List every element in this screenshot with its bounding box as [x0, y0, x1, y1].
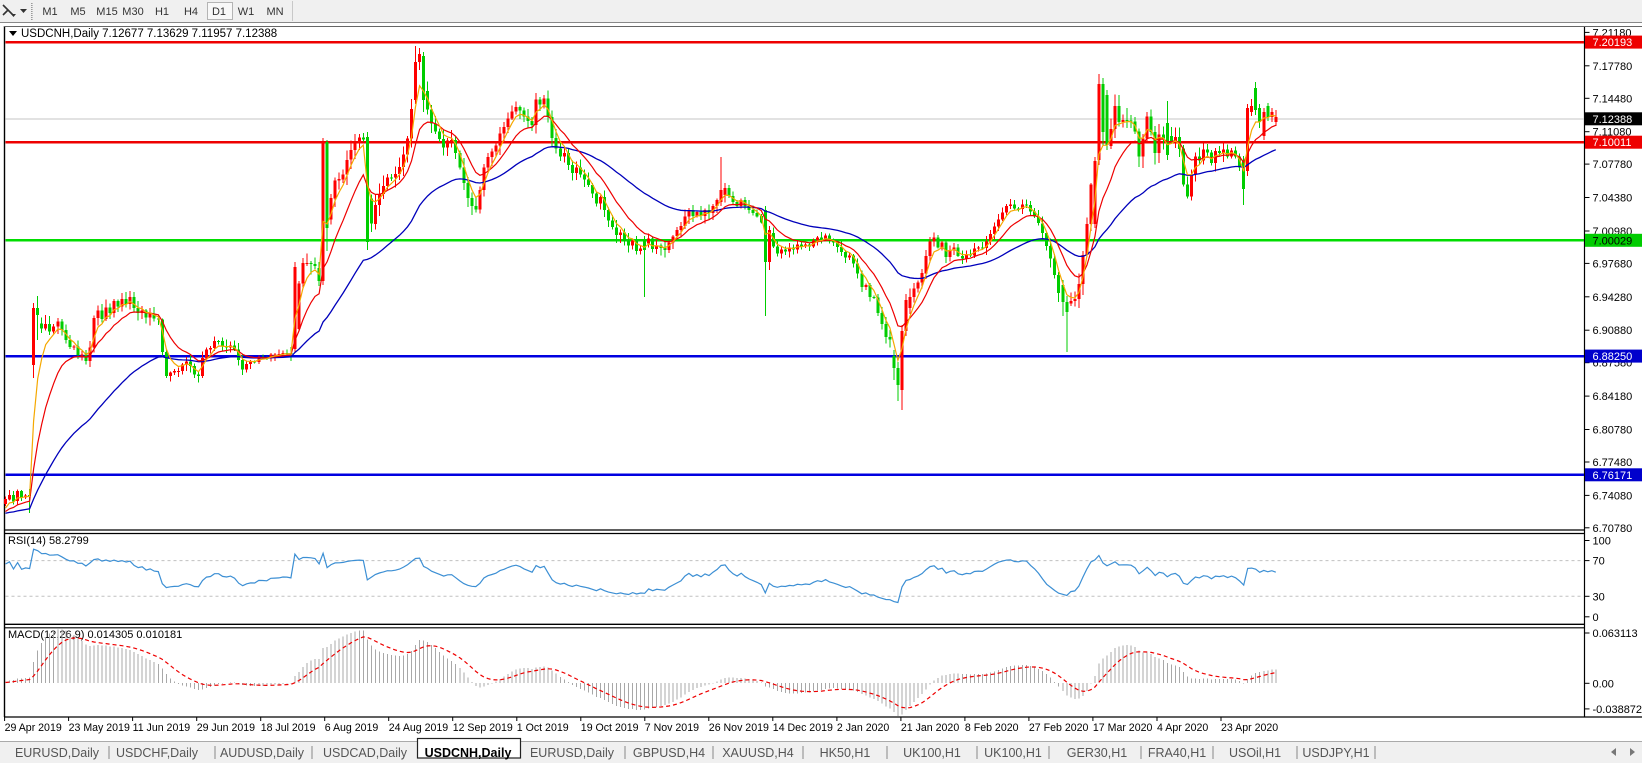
svg-text:7.20193: 7.20193 — [1593, 37, 1633, 49]
svg-text:23 May 2019: 23 May 2019 — [69, 722, 130, 734]
svg-text:USOil,H1: USOil,H1 — [1229, 746, 1281, 760]
svg-text:17 Mar 2020: 17 Mar 2020 — [1093, 722, 1153, 734]
svg-text:29 Jun 2019: 29 Jun 2019 — [197, 722, 255, 734]
svg-text:MACD(12,26,9) 0.014305 0.01018: MACD(12,26,9) 0.014305 0.010181 — [8, 629, 182, 641]
svg-text:UK100,H1: UK100,H1 — [984, 746, 1042, 760]
svg-text:6.84180: 6.84180 — [1593, 391, 1633, 403]
svg-text:6.70780: 6.70780 — [1593, 523, 1633, 535]
svg-text:M15: M15 — [96, 6, 117, 18]
svg-text:7.07780: 7.07780 — [1593, 159, 1633, 171]
svg-text:100: 100 — [1593, 536, 1611, 548]
svg-text:7.17780: 7.17780 — [1593, 61, 1633, 73]
svg-text:USDCAD,Daily: USDCAD,Daily — [323, 746, 408, 760]
svg-text:8 Feb 2020: 8 Feb 2020 — [965, 722, 1019, 734]
svg-text:7.12388: 7.12388 — [1593, 114, 1633, 126]
svg-text:1 Oct 2019: 1 Oct 2019 — [517, 722, 569, 734]
svg-text:M5: M5 — [70, 6, 85, 18]
svg-text:GER30,H1: GER30,H1 — [1067, 746, 1127, 760]
svg-text:H1: H1 — [155, 6, 169, 18]
svg-text:6.74080: 6.74080 — [1593, 490, 1633, 502]
svg-text:6 Aug 2019: 6 Aug 2019 — [325, 722, 379, 734]
svg-text:14 Dec 2019: 14 Dec 2019 — [773, 722, 833, 734]
svg-text:7.04380: 7.04380 — [1593, 193, 1633, 205]
svg-text:6.97680: 6.97680 — [1593, 258, 1633, 270]
svg-text:AUDUSD,Daily: AUDUSD,Daily — [220, 746, 305, 760]
svg-text:M30: M30 — [122, 6, 143, 18]
svg-text:0.00: 0.00 — [1593, 678, 1614, 690]
svg-text:6.94280: 6.94280 — [1593, 292, 1633, 304]
svg-text:30: 30 — [1593, 591, 1605, 603]
svg-text:18 Jul 2019: 18 Jul 2019 — [261, 722, 316, 734]
svg-text:GBPUSD,H4: GBPUSD,H4 — [633, 746, 705, 760]
svg-text:RSI(14) 58.2799: RSI(14) 58.2799 — [8, 535, 89, 547]
svg-text:21 Jan 2020: 21 Jan 2020 — [901, 722, 959, 734]
svg-text:USDJPY,H1: USDJPY,H1 — [1302, 746, 1369, 760]
svg-text:W1: W1 — [238, 6, 255, 18]
svg-text:FRA40,H1: FRA40,H1 — [1148, 746, 1206, 760]
svg-text:26 Nov 2019: 26 Nov 2019 — [709, 722, 769, 734]
svg-text:23 Apr 2020: 23 Apr 2020 — [1221, 722, 1278, 734]
svg-text:H4: H4 — [184, 6, 198, 18]
svg-text:29 Apr 2019: 29 Apr 2019 — [5, 722, 62, 734]
svg-text:7.10011: 7.10011 — [1593, 137, 1632, 149]
svg-text:EURUSD,Daily: EURUSD,Daily — [530, 746, 615, 760]
svg-text:7.14480: 7.14480 — [1593, 93, 1633, 105]
svg-text:7.00029: 7.00029 — [1593, 235, 1633, 247]
svg-text:USDCHF,Daily: USDCHF,Daily — [116, 746, 199, 760]
svg-text:6.80780: 6.80780 — [1593, 425, 1633, 437]
svg-text:6.90880: 6.90880 — [1593, 325, 1633, 337]
svg-text:-0.038872: -0.038872 — [1593, 704, 1642, 716]
svg-text:4 Apr 2020: 4 Apr 2020 — [1157, 722, 1208, 734]
svg-text:D1: D1 — [212, 6, 226, 18]
svg-text:70: 70 — [1593, 556, 1605, 568]
svg-text:XAUUSD,H4: XAUUSD,H4 — [722, 746, 794, 760]
svg-text:EURUSD,Daily: EURUSD,Daily — [15, 746, 100, 760]
svg-text:USDCNH,Daily 7.12677 7.13629: USDCNH,Daily 7.12677 7.13629 7.11957 7.1… — [21, 28, 277, 40]
svg-text:MN: MN — [266, 6, 283, 18]
svg-text:12 Sep 2019: 12 Sep 2019 — [453, 722, 513, 734]
svg-text:2 Jan 2020: 2 Jan 2020 — [837, 722, 890, 734]
svg-text:UK100,H1: UK100,H1 — [903, 746, 961, 760]
svg-text:0: 0 — [1593, 612, 1599, 624]
svg-text:6.88250: 6.88250 — [1593, 351, 1633, 363]
svg-text:11 Jun 2019: 11 Jun 2019 — [133, 722, 191, 734]
svg-text:6.77480: 6.77480 — [1593, 457, 1633, 469]
svg-text:USDCNH,Daily: USDCNH,Daily — [425, 746, 512, 760]
svg-text:24 Aug 2019: 24 Aug 2019 — [389, 722, 449, 734]
svg-text:6.76171: 6.76171 — [1593, 470, 1633, 482]
svg-text:7 Nov 2019: 7 Nov 2019 — [645, 722, 699, 734]
svg-text:M1: M1 — [42, 6, 57, 18]
svg-text:HK50,H1: HK50,H1 — [820, 746, 871, 760]
svg-text:0.063113: 0.063113 — [1593, 628, 1638, 640]
svg-text:19 Oct 2019: 19 Oct 2019 — [581, 722, 639, 734]
svg-text:27 Feb 2020: 27 Feb 2020 — [1029, 722, 1089, 734]
